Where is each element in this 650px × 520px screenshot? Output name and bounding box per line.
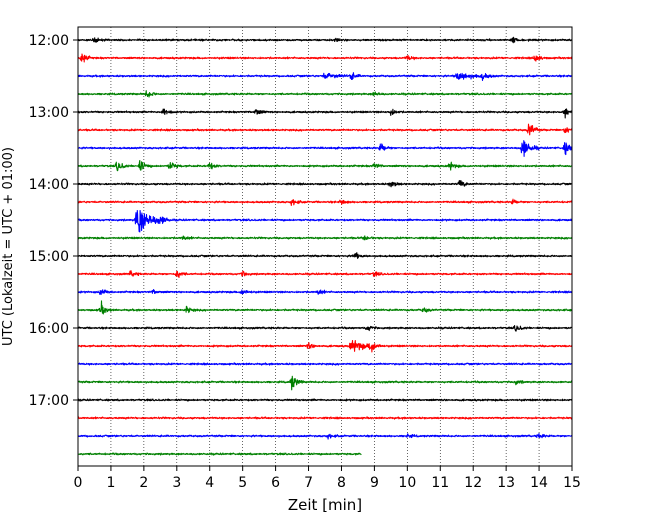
trace-1430 (78, 211, 572, 233)
x-tick-label: 8 (337, 475, 346, 491)
x-tick-label: 12 (464, 475, 482, 491)
y-tick-label: 14:00 (29, 177, 69, 193)
trace-1200 (78, 37, 572, 42)
y-tick-label: 13:00 (29, 105, 69, 121)
x-tick-label: 13 (497, 475, 515, 491)
x-tick-label: 1 (106, 475, 115, 491)
y-tick-label: 15:00 (29, 249, 69, 265)
x-tick-label: 3 (172, 475, 181, 491)
x-tick-label: 2 (139, 475, 148, 491)
y-axis: 12:00 13:00 14:00 15:00 16:00 17:00 (29, 33, 78, 409)
y-tick-label: 12:00 (29, 33, 69, 49)
trace-group (78, 37, 572, 455)
x-tick-label: 15 (563, 475, 581, 491)
trace-1515 (78, 271, 572, 278)
x-tick-label: 7 (304, 475, 313, 491)
x-tick-label: 6 (271, 475, 280, 491)
trace-1700 (78, 399, 572, 401)
trace-1645 (78, 376, 572, 390)
trace-1330 (78, 141, 572, 157)
trace-1600 (78, 326, 572, 332)
trace-1545 (78, 301, 572, 314)
y-tick-label: 16:00 (29, 321, 69, 337)
trace-1345 (78, 161, 572, 171)
trace-1615 (78, 341, 572, 352)
x-tick-label: 9 (370, 475, 379, 491)
trace-1215 (78, 54, 572, 62)
trace-1530 (78, 290, 572, 295)
trace-1415 (78, 199, 572, 205)
x-tick-label: 11 (431, 475, 449, 491)
trace-1500 (78, 253, 572, 259)
trace-1445 (78, 236, 572, 240)
trace-1400 (78, 181, 572, 187)
trace-1730 (78, 434, 572, 440)
x-tick-label: 5 (238, 475, 247, 491)
x-axis-label: Zeit [min] (288, 496, 362, 514)
x-axis: 0 1 2 3 4 5 6 7 8 9 10 11 12 13 14 15 (74, 466, 581, 491)
trace-1315 (78, 124, 572, 135)
x-tick-label: 4 (205, 475, 214, 491)
x-tick-label: 14 (530, 475, 548, 491)
x-tick-label: 10 (398, 475, 416, 491)
trace-1245 (78, 91, 572, 97)
trace-1745 (78, 453, 361, 455)
y-axis-label: UTC (Lokalzeit = UTC + 01:00) (1, 147, 16, 346)
trace-1715 (78, 417, 572, 419)
x-tick-label: 0 (74, 475, 83, 491)
y-tick-label: 17:00 (29, 393, 69, 409)
trace-1300 (78, 109, 572, 118)
trace-1230 (78, 73, 572, 81)
trace-1630 (78, 363, 572, 365)
